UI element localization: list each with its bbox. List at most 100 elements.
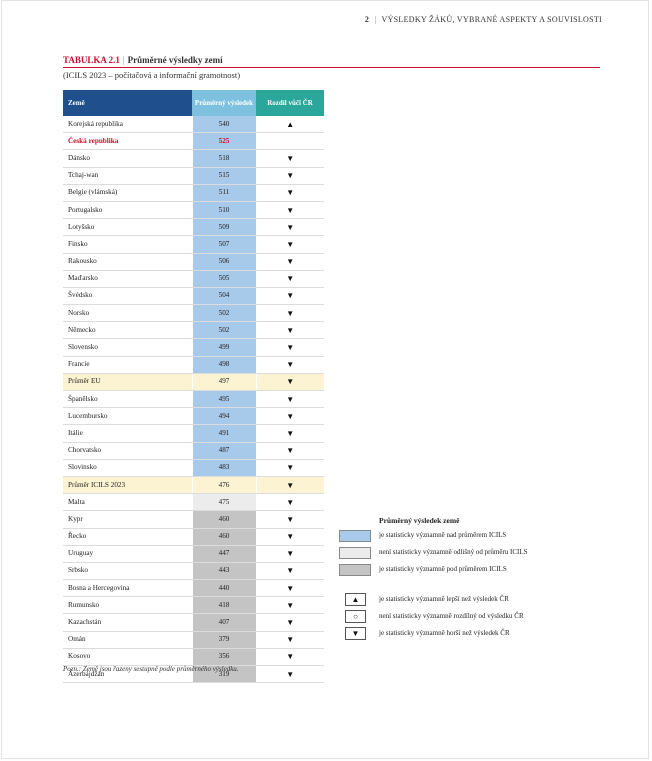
score-cell: 509 xyxy=(191,218,257,237)
legend-item: ▲ je statisticky významně lepší než výsle… xyxy=(339,592,609,609)
score-cell: 510 xyxy=(191,201,257,220)
down-triangle-icon: ▼ xyxy=(256,304,324,323)
table-row: Švédsko 504 ▼ xyxy=(63,287,324,306)
table-row: Lotyšsko 509 ▼ xyxy=(63,218,324,237)
up-triangle-icon: ▲ xyxy=(345,593,366,606)
legend-item: je statisticky významně nad průměrem ICI… xyxy=(339,528,609,545)
country-name: Česká republika xyxy=(63,132,192,151)
down-triangle-icon: ▼ xyxy=(256,270,324,288)
score-cell: 504 xyxy=(191,287,257,306)
score-cell: 507 xyxy=(191,235,257,254)
table-row: Korejská republika 540 ▲ xyxy=(63,116,324,134)
table-row: Tchaj-wan 515 ▼ xyxy=(63,167,324,185)
score-cell: 418 xyxy=(191,596,257,615)
score-cell: 487 xyxy=(191,442,257,460)
score-cell: 515 xyxy=(191,167,257,185)
score-cell: 319 xyxy=(191,665,257,684)
results-table: Země Průměrný výsledek Rozdíl vůči ČR Ko… xyxy=(63,90,324,684)
country-name: Švédsko xyxy=(63,287,192,306)
country-name: Srbsko xyxy=(63,562,192,581)
down-triangle-icon: ▼ xyxy=(256,648,324,667)
country-name: Norsko xyxy=(63,304,192,323)
country-name: Průměr ICILS 2023 xyxy=(63,476,192,495)
country-name: Korejská republika xyxy=(63,116,192,134)
score-cell: 475 xyxy=(191,493,257,512)
country-name: Maďarsko xyxy=(63,270,192,288)
down-triangle-icon: ▼ xyxy=(256,596,324,615)
down-triangle-icon: ▼ xyxy=(256,184,324,202)
table-row: Uruguay 447 ▼ xyxy=(63,545,324,563)
table-row: Belgie (vlámská) 511 ▼ xyxy=(63,184,324,202)
table-row: Lucembursko 494 ▼ xyxy=(63,407,324,426)
legend-text: je statisticky významně pod průměrem ICI… xyxy=(379,565,507,573)
legend-text: není statisticky významně odlišný od prů… xyxy=(379,548,528,556)
legend-swatch-ns xyxy=(339,547,371,559)
table-row: Česká republika 525 xyxy=(63,132,324,151)
country-name: Řecko xyxy=(63,528,192,546)
down-triangle-icon: ▼ xyxy=(256,613,324,632)
down-triangle-icon: ▼ xyxy=(256,167,324,185)
table-row: Chorvatsko 487 ▼ xyxy=(63,442,324,460)
table-row: Finsko 507 ▼ xyxy=(63,235,324,254)
table-header-row: Země Průměrný výsledek Rozdíl vůči ČR xyxy=(63,90,324,116)
country-name: Španělsko xyxy=(63,390,192,409)
table-title-text: Průměrné výsledky zemí xyxy=(127,55,223,65)
country-name: Rakousko xyxy=(63,253,192,271)
country-name: Lotyšsko xyxy=(63,218,192,237)
down-triangle-icon: ▼ xyxy=(256,545,324,563)
table-body: Korejská republika 540 ▲ Česká republika 525… xyxy=(63,116,324,684)
table-row: Portugalsko 510 ▼ xyxy=(63,201,324,220)
down-triangle-icon: ▼ xyxy=(345,627,366,640)
running-header: 2 | VÝSLEDKY ŽÁKŮ, VYBRANÉ ASPEKTY A SOU… xyxy=(365,15,602,24)
table-note: Pozn.: Země jsou řazeny sestupně podle p… xyxy=(63,665,239,673)
legend-items: je statisticky významně nad průměrem ICI… xyxy=(339,528,609,643)
legend-item: ▼ je statisticky významně horší než výsle… xyxy=(339,626,609,643)
legend-swatch-above xyxy=(339,530,371,542)
down-triangle-icon: ▼ xyxy=(256,493,324,512)
score-cell: 499 xyxy=(191,338,257,357)
down-triangle-icon: ▼ xyxy=(256,631,324,649)
down-triangle-icon: ▼ xyxy=(256,424,324,443)
country-name: Malta xyxy=(63,493,192,512)
down-triangle-icon: ▼ xyxy=(256,338,324,357)
down-triangle-icon: ▼ xyxy=(256,665,324,684)
table-row: Ázerbájdžán 319 ▼ xyxy=(63,665,324,684)
down-triangle-icon: ▼ xyxy=(256,218,324,237)
table-row: Francie 498 ▼ xyxy=(63,356,324,374)
down-triangle-icon: ▼ xyxy=(256,287,324,306)
score-cell: 443 xyxy=(191,562,257,581)
table-row: Kazachstán 407 ▼ xyxy=(63,613,324,632)
column-header-country: Země xyxy=(63,90,192,116)
score-cell: 476 xyxy=(191,476,257,495)
country-name: Slovinsko xyxy=(63,459,192,477)
score-cell: 379 xyxy=(191,631,257,649)
country-name: Finsko xyxy=(63,235,192,254)
table-row: Průměr EU 497 ▼ xyxy=(63,373,324,392)
down-triangle-icon: ▼ xyxy=(256,356,324,374)
country-name: Tchaj-wan xyxy=(63,167,192,185)
table-row: Kosovo 356 ▼ xyxy=(63,648,324,667)
section-title: VÝSLEDKY ŽÁKŮ, VYBRANÉ ASPEKTY A SOUVISL… xyxy=(381,15,602,24)
score-cell: 505 xyxy=(191,270,257,288)
down-triangle-icon: ▼ xyxy=(256,390,324,409)
country-name: Bosna a Hercegovina xyxy=(63,579,192,598)
table-row: Bosna a Hercegovina 440 ▼ xyxy=(63,579,324,598)
down-triangle-icon: ▼ xyxy=(256,253,324,271)
score-cell: 460 xyxy=(191,510,257,529)
page-number: 2 xyxy=(364,15,370,24)
title-separator: | xyxy=(122,55,125,65)
down-triangle-icon: ▼ xyxy=(256,321,324,340)
down-triangle-icon: ▼ xyxy=(256,510,324,529)
score-cell: 497 xyxy=(191,373,257,392)
country-name: Průměr EU xyxy=(63,373,192,392)
country-name: Belgie (vlámská) xyxy=(63,184,192,202)
table-row: Španělsko 495 ▼ xyxy=(63,390,324,409)
table-row: Dánsko 518 ▼ xyxy=(63,149,324,168)
table-row: Průměr ICILS 2023 476 ▼ xyxy=(63,476,324,495)
table-row: Maďarsko 505 ▼ xyxy=(63,270,324,288)
down-triangle-icon: ▼ xyxy=(256,373,324,392)
score-cell: 495 xyxy=(191,390,257,409)
down-triangle-icon: ▼ xyxy=(256,149,324,168)
table-row: Norsko 502 ▼ xyxy=(63,304,324,323)
legend-gap xyxy=(339,579,609,592)
